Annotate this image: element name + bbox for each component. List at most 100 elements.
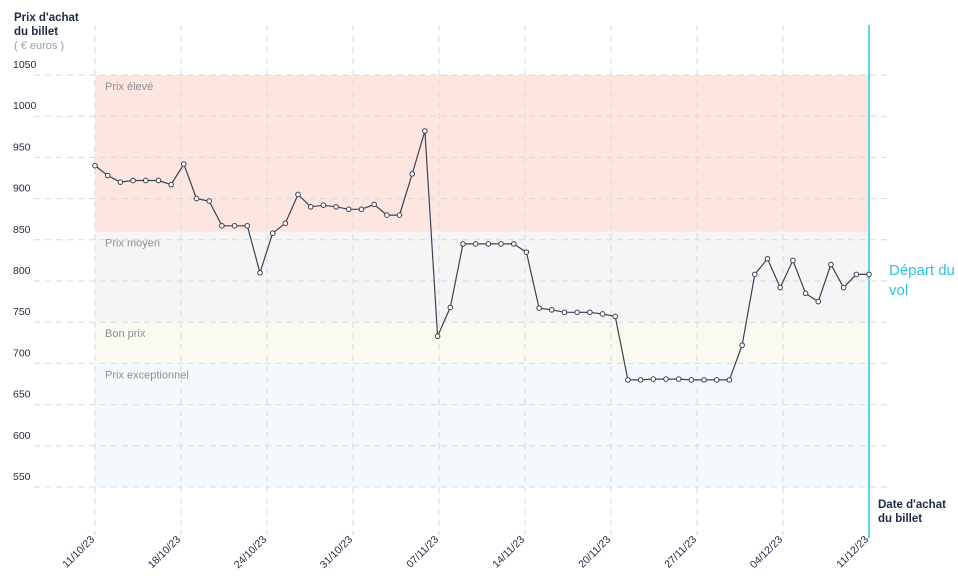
y-tick-label: 950 (13, 141, 31, 153)
data-point (447, 304, 454, 311)
price-points (92, 128, 872, 383)
data-point (752, 271, 758, 278)
data-point (168, 181, 174, 188)
data-point (561, 309, 568, 316)
data-point (384, 212, 390, 218)
data-point (637, 377, 644, 383)
y-tick-label: 750 (13, 306, 31, 318)
data-point (650, 376, 657, 382)
data-point (219, 222, 225, 229)
departure-label: Départ du vol (889, 262, 955, 299)
zone-2-label: Bon prix (105, 328, 146, 340)
y-tick-label: 900 (13, 183, 31, 195)
data-point (764, 255, 771, 262)
data-point (853, 271, 860, 278)
data-point (104, 172, 111, 179)
x-tick-label: 14/11/23 (490, 534, 527, 571)
x-tick-label: 27/11/23 (662, 534, 699, 571)
zone-3-label: Prix exceptionnel (105, 369, 189, 381)
x-tick-label: 04/12/23 (748, 534, 785, 571)
data-point (460, 241, 466, 247)
data-point (320, 202, 327, 208)
y-tick-label: 800 (13, 265, 31, 277)
data-point (181, 161, 187, 167)
data-point (548, 307, 555, 313)
data-point (92, 162, 98, 169)
data-point (713, 377, 720, 383)
zone-1-label: Prix moyen (105, 238, 160, 250)
data-point (739, 342, 745, 349)
data-point (244, 222, 251, 229)
x-axis-ticks: 11/10/23 18/10/23 24/10/23 31/10/23 07/11/23… (60, 534, 871, 572)
data-point (726, 377, 733, 383)
x-tick-label: 07/11/23 (404, 534, 441, 571)
data-point (574, 309, 580, 316)
x-tick-label: 20/11/23 (576, 534, 613, 571)
x-tick-label: 31/10/23 (318, 534, 355, 571)
data-point (612, 313, 619, 320)
data-point (599, 311, 606, 317)
y-tick-label: 650 (13, 389, 31, 401)
y-tick-label: 600 (13, 430, 31, 442)
data-point (498, 241, 504, 247)
data-point (422, 128, 428, 134)
zone-2-band (95, 322, 869, 364)
data-point (307, 204, 314, 210)
data-point (675, 376, 682, 382)
data-point (790, 257, 796, 264)
y-tick-label: 700 (13, 347, 31, 359)
data-point (358, 206, 365, 213)
data-point (231, 222, 238, 229)
data-point (130, 177, 136, 184)
data-point (193, 195, 200, 202)
data-point (269, 230, 276, 237)
data-point (536, 305, 542, 311)
data-point (396, 212, 403, 218)
y-tick-label: 850 (13, 224, 31, 236)
x-axis-label: Date d'achat du billet (878, 499, 946, 525)
y-axis-unit: ( € euros ) (14, 40, 65, 52)
data-point (815, 298, 822, 305)
zone-1-band (95, 231, 869, 323)
x-tick-label: 11/12/23 (834, 534, 871, 571)
data-point (510, 241, 517, 247)
data-point (333, 204, 339, 210)
data-point (840, 284, 847, 291)
x-tick-label: 11/10/23 (60, 534, 97, 571)
data-point (206, 198, 212, 204)
data-point (777, 284, 783, 291)
zone-3-band (95, 363, 869, 487)
data-point (485, 241, 492, 247)
data-point (688, 377, 695, 383)
data-point (434, 333, 441, 340)
data-point (625, 377, 631, 383)
price-zones: Prix élevé Prix moyen Bon prix Prix excepti… (95, 75, 869, 487)
data-point (866, 271, 872, 278)
y-tick-label: 550 (13, 471, 31, 483)
y-axis-label: Prix d'achat du billet (14, 12, 79, 38)
zone-0-band (95, 75, 869, 232)
data-point (663, 376, 669, 382)
data-point (587, 309, 593, 316)
data-point (295, 191, 301, 198)
data-point (282, 220, 289, 227)
x-tick-label: 24/10/23 (232, 534, 269, 571)
y-tick-label: 1000 (13, 100, 37, 112)
data-point (802, 290, 809, 297)
data-point (701, 377, 707, 383)
y-axis-ticks: 550 600 650 700 750 800 850 900 950 1000 1050 (13, 59, 37, 483)
data-point (472, 241, 479, 247)
data-point (117, 179, 124, 185)
data-point (409, 171, 416, 177)
data-point (371, 201, 377, 208)
zone-0-label: Prix élevé (105, 81, 153, 93)
data-point (257, 269, 263, 276)
data-point (155, 177, 162, 184)
data-point (523, 249, 530, 255)
data-point (345, 206, 352, 213)
x-tick-label: 18/10/23 (146, 534, 183, 571)
y-tick-label: 1050 (13, 59, 37, 71)
data-point (142, 177, 149, 184)
data-point (828, 261, 834, 268)
